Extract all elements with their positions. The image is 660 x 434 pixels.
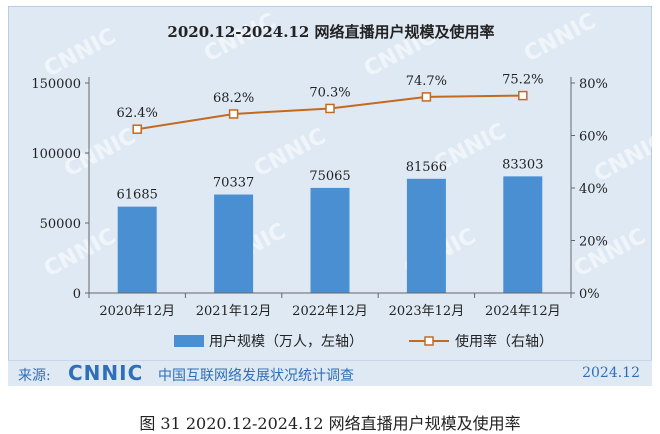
x-tick-label: 2024年12月 (485, 304, 561, 319)
source-label: 来源: (18, 368, 51, 384)
source-bar: 来源: CNNIC 中国互联网络发展状况统计调查 2024.12 (8, 360, 652, 386)
x-tick-label: 2022年12月 (292, 304, 368, 319)
chart-panel: CNNIC CNNIC CNNIC CNNIC CNNIC CNNIC CNNIC CNNIC… (8, 6, 653, 386)
watermark-text: CNNIC (40, 24, 120, 82)
bar (117, 206, 157, 293)
legend-line-marker (424, 336, 434, 346)
line-data-label: 70.3% (309, 85, 350, 100)
legend-line-label: 使用率（右轴） (455, 333, 553, 350)
line-data-label: 62.4% (117, 106, 158, 121)
line-point (132, 124, 142, 134)
legend-bar-label: 用户规模（万人，左轴） (209, 333, 363, 350)
left-tick-label: 0 (73, 287, 81, 302)
watermark-text: CNNIC (40, 224, 120, 282)
bar (310, 187, 350, 293)
bar (214, 194, 254, 293)
left-tick-label: 50000 (40, 217, 81, 232)
right-tick-label: 40% (579, 182, 608, 197)
watermark-text: CNNIC (570, 224, 650, 282)
x-tick-label: 2021年12月 (196, 304, 272, 319)
line-point (518, 90, 528, 101)
legend: 用户规模（万人，左轴） 使用率（右轴） (174, 333, 553, 350)
bar-data-label: 81566 (406, 160, 447, 175)
left-tick-label: 150000 (31, 77, 81, 92)
bar-data-label: 83303 (502, 157, 543, 172)
x-tick-label: 2020年12月 (99, 304, 175, 319)
right-tick-label: 80% (579, 77, 608, 92)
bar-data-label: 70337 (213, 176, 254, 191)
watermark-text: CNNIC (520, 9, 600, 67)
line-data-label: 74.7% (406, 74, 447, 89)
bar-data-label: 75065 (309, 169, 350, 184)
cnnic-logo: CNNIC (68, 361, 144, 385)
bar-data-label: 61685 (117, 188, 158, 203)
right-tick-label: 0% (579, 287, 600, 302)
chart-title: 2020.12-2024.12 网络直播用户规模及使用率 (167, 23, 494, 41)
bar (503, 176, 543, 293)
source-org: 中国互联网络发展状况统计调查 (158, 368, 354, 384)
line-data-label: 68.2% (213, 91, 254, 106)
right-tick-label: 20% (579, 235, 608, 250)
line-point (325, 103, 335, 114)
left-tick-label: 100000 (31, 147, 81, 162)
line-data-label: 75.2% (502, 73, 543, 88)
bar (406, 178, 446, 293)
source-date: 2024.12 (582, 365, 640, 381)
figure-caption: 图 31 2020.12-2024.12 网络直播用户规模及使用率 (139, 414, 521, 433)
x-tick-label: 2023年12月 (389, 304, 465, 319)
line-point (228, 109, 239, 119)
line-point (421, 92, 432, 102)
right-tick-label: 60% (579, 130, 608, 145)
legend-bar-swatch (174, 335, 204, 347)
